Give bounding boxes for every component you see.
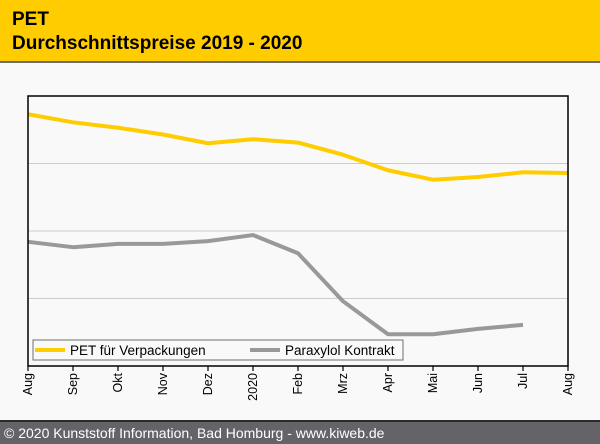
footer-bar: © 2020 Kunststoff Information, Bad Hombu… [0,420,600,444]
x-tick-label: Feb [291,373,305,395]
header-bar: PET Durchschnittspreise 2019 - 2020 [0,0,600,63]
legend-box [32,339,404,361]
x-tick-label: Mai [426,373,440,393]
x-tick-label: Aug [21,373,35,395]
line-chart: Aug Sep Okt Nov Dez 2020 Feb Mrz Apr Mai Jun Jul Aug… [21,95,575,401]
x-tick-label: Mrz [336,373,350,394]
x-tick-label: 2020 [246,373,260,401]
series-line-paraxylol [27,233,524,337]
x-tick-label: Aug [561,373,575,395]
chart-subtitle: Durchschnittspreise 2019 - 2020 [12,33,303,54]
x-tick-label: Apr [381,373,395,392]
x-tick-label: Nov [156,372,170,395]
copyright-text: © 2020 Kunststoff Information, Bad Hombu… [4,425,385,441]
x-tick-label: Jun [471,373,485,393]
x-tick-label: Sep [66,373,80,395]
legend-label-paraxylol: Paraxylol Kontrakt [285,343,395,358]
legend-label-pet: PET für Verpackungen [70,343,206,358]
x-tick-label: Jul [516,373,530,389]
x-tick-label: Dez [201,373,215,395]
chart-title: PET [12,9,49,30]
x-tick-label: Okt [111,372,125,392]
